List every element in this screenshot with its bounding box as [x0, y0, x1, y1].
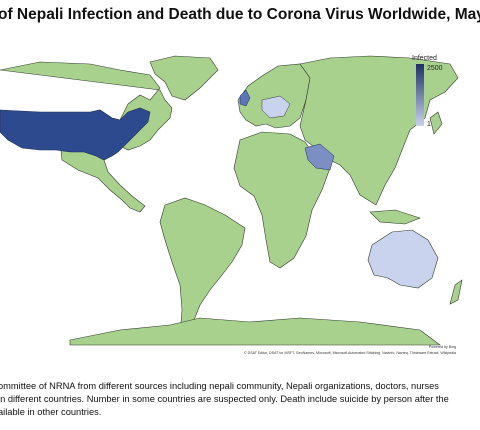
footnote-line: ailable in other countries. — [0, 407, 101, 417]
footnote-line: in different countries. Number in some c… — [0, 394, 449, 404]
attribution-powered: Powered by Bing — [429, 345, 456, 349]
map-title: of Nepali Infection and Death due to Cor… — [0, 6, 480, 23]
japan — [429, 111, 443, 135]
australia — [367, 229, 439, 289]
europe — [237, 63, 311, 129]
south-america — [159, 197, 246, 341]
legend: Infected 2500 1 — [412, 55, 443, 128]
africa — [233, 131, 331, 269]
greenland — [149, 55, 219, 101]
indonesia — [369, 209, 421, 225]
footnote-line: ommittee of NRNA from different sources … — [0, 381, 439, 391]
world-map — [0, 55, 463, 346]
legend-min: 1 — [427, 121, 431, 128]
attribution-sources: © DSAT Editor, DSAT for MSFT, GeoNames, … — [244, 351, 456, 355]
legend-color-scale — [416, 64, 424, 126]
antarctica — [69, 317, 441, 346]
europe-infected — [261, 95, 291, 119]
saudi-arabia — [304, 143, 335, 171]
new-zealand — [449, 279, 463, 305]
uk — [239, 89, 251, 107]
legend-title: Infected — [412, 55, 437, 62]
legend-max: 2500 — [427, 65, 443, 72]
usa — [0, 107, 151, 161]
